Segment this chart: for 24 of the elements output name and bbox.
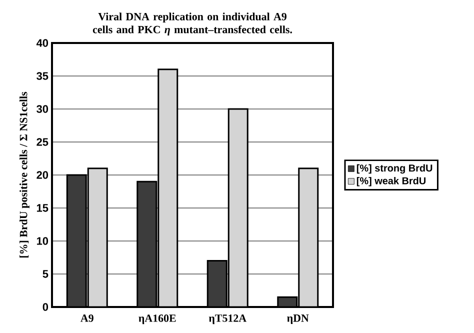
bar xyxy=(206,260,228,307)
legend-label: [%] weak BrdU xyxy=(356,176,426,186)
bar xyxy=(66,174,87,307)
y-tick-label: 15 xyxy=(36,204,48,212)
x-tick-label: ηDN xyxy=(287,314,309,324)
x-tick-label: ηT512A xyxy=(208,314,246,324)
x-tick-label: A9 xyxy=(80,314,94,322)
y-axis-title: [%] BrdU positive cells / Σ NS1cells xyxy=(20,92,30,258)
y-tick-label: 0 xyxy=(42,303,48,311)
x-tick-label: ηA160E xyxy=(138,314,176,324)
bar xyxy=(298,168,319,307)
y-tick-label: 30 xyxy=(36,105,48,113)
legend-label: [%] strong BrdU xyxy=(356,164,432,174)
bar xyxy=(228,108,248,307)
y-tick-label: 35 xyxy=(36,72,48,80)
y-tick-label: 5 xyxy=(42,270,48,278)
bar xyxy=(158,68,178,307)
bar xyxy=(87,168,108,307)
y-tick-label: 25 xyxy=(36,138,48,146)
y-tick-label: 20 xyxy=(36,171,48,179)
bar xyxy=(136,180,158,307)
y-tick-label: 10 xyxy=(36,237,48,245)
chart-title: Viral DNA replication on individual A9 cells and PKC η mutant–transfected cells. xyxy=(92,12,292,36)
y-tick-label: 40 xyxy=(36,39,48,47)
